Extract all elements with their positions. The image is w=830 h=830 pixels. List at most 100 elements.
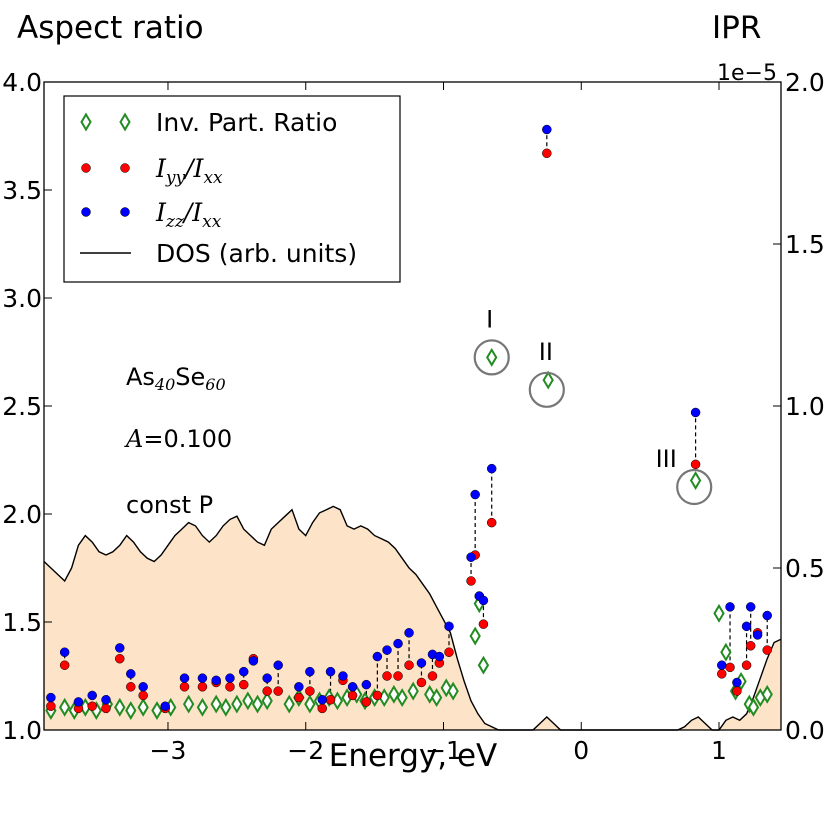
- ipr-point: [231, 694, 243, 714]
- ipr-point: [137, 697, 149, 717]
- izz-point: [416, 658, 427, 668]
- iyy-point: [741, 660, 752, 670]
- state-highlight-circle: [676, 468, 713, 506]
- izz-point: [211, 675, 221, 686]
- iyy-point: [238, 679, 249, 690]
- ipr-point: [220, 697, 232, 717]
- izz-point: [404, 628, 414, 638]
- iyy-point: [372, 690, 383, 701]
- iyy-point: [59, 660, 70, 670]
- izz-point: [238, 666, 249, 677]
- izz-point: [741, 621, 752, 632]
- iyy-point: [444, 647, 454, 657]
- iyy-point: [745, 641, 756, 651]
- iyy-point: [347, 690, 358, 701]
- ipr-markers-layer: [45, 347, 773, 721]
- ipr-point: [196, 697, 209, 717]
- iyy-point: [115, 653, 125, 664]
- izz-point: [478, 595, 489, 606]
- x-tick-label: 0: [573, 736, 589, 765]
- right-axis-title: IPR: [712, 10, 761, 46]
- iyy-point: [262, 686, 272, 696]
- legend-ipr-marker: [80, 112, 92, 132]
- iyy-point: [273, 686, 283, 696]
- iyy-point: [101, 703, 111, 714]
- iyy-point: [427, 671, 438, 681]
- state-label: I: [486, 305, 493, 333]
- ipr-point: [447, 681, 459, 701]
- izz-point: [717, 660, 727, 670]
- izz-point: [732, 677, 742, 688]
- izz-point: [160, 701, 170, 711]
- izz-point: [372, 651, 383, 662]
- izz-point: [179, 673, 190, 683]
- annotations-layer: As40Se60 A=0.100 const P: [124, 363, 232, 519]
- izz-point: [725, 602, 735, 612]
- iyy-point: [361, 697, 372, 707]
- izz-point: [59, 647, 70, 657]
- ipr-point: [182, 694, 195, 714]
- ipr-point: [486, 347, 498, 367]
- iyy-point: [690, 459, 701, 470]
- ipr-point: [114, 697, 126, 717]
- izz-point: [542, 124, 552, 135]
- ipr-point: [407, 681, 419, 701]
- ipr-point: [396, 688, 408, 708]
- izz-point: [101, 695, 111, 705]
- izz-point: [87, 690, 97, 701]
- izz-point: [470, 489, 480, 500]
- izz-point: [115, 643, 125, 653]
- izz-point: [486, 463, 497, 474]
- izz-point: [73, 697, 84, 707]
- iyy-point: [294, 692, 304, 703]
- legend-circle-marker: [81, 207, 91, 217]
- iyy-point: [305, 686, 315, 696]
- iyy-point: [404, 660, 414, 670]
- ensemble-label: const P: [126, 491, 213, 519]
- legend-ipr-marker: [119, 112, 131, 132]
- ipr-point: [304, 694, 316, 714]
- izz-point: [126, 669, 136, 679]
- ipr-point: [251, 694, 264, 714]
- iyy-point: [87, 701, 97, 711]
- left-axis-title: Aspect ratio: [17, 10, 204, 46]
- izz-point: [762, 610, 772, 621]
- x-tick-label: −3: [150, 736, 187, 765]
- izz-point: [248, 656, 259, 666]
- right-tick-label: 1.0: [785, 392, 825, 421]
- right-axis-offset: 1e−5: [717, 61, 777, 86]
- izz-point: [138, 682, 148, 692]
- iyy-point: [725, 662, 735, 673]
- iyy-point: [717, 669, 727, 679]
- iyy-point: [197, 682, 208, 692]
- ipr-point: [261, 691, 273, 711]
- iyy-point: [542, 148, 552, 159]
- izz-point: [745, 602, 756, 612]
- iyy-point: [179, 682, 190, 692]
- ipr-point: [542, 370, 554, 390]
- legend-circle-marker: [81, 163, 91, 173]
- legend-label: DOS (arb. units): [156, 239, 357, 268]
- izz-point: [273, 660, 283, 670]
- left-tick-label: 3.5: [2, 176, 42, 205]
- x-tick-label: 1: [711, 736, 727, 765]
- state-highlight-circle: [528, 371, 565, 408]
- iyy-point: [466, 576, 476, 586]
- izz-point: [197, 673, 208, 683]
- ipr-point: [388, 684, 400, 704]
- composition-label: As40Se60: [126, 363, 226, 394]
- izz-point: [294, 682, 304, 692]
- right-tick-label: 1.5: [785, 230, 825, 259]
- izz-point: [317, 695, 328, 705]
- right-tick-label: 0.5: [785, 554, 825, 583]
- right-tick-label: 0.0: [785, 716, 825, 745]
- izz-point: [305, 666, 315, 677]
- izz-point: [444, 621, 454, 632]
- ipr-point: [58, 697, 71, 717]
- iyy-point: [138, 690, 148, 701]
- legend-label: Izz/Ixx: [155, 198, 222, 232]
- iyy-point: [225, 682, 235, 692]
- legend-circle-marker: [120, 207, 130, 217]
- izz-point: [338, 671, 348, 681]
